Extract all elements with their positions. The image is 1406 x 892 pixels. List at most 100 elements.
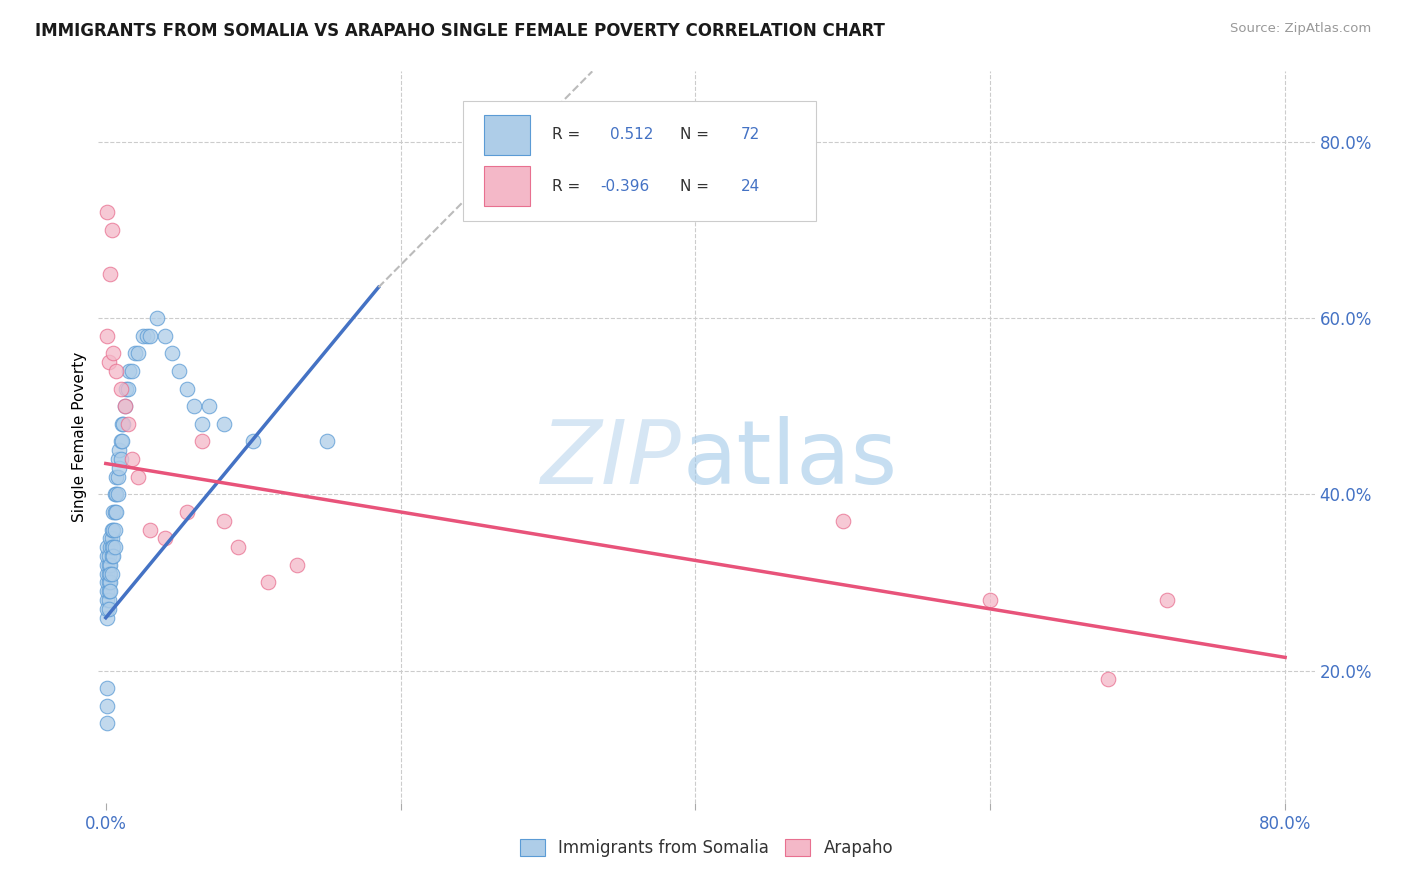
Point bbox=[979, 593, 1001, 607]
Point bbox=[98, 575, 121, 590]
Point bbox=[96, 716, 118, 731]
Point bbox=[97, 549, 120, 563]
Point bbox=[96, 681, 118, 696]
Point bbox=[153, 532, 176, 546]
Point bbox=[98, 566, 121, 581]
Point bbox=[212, 514, 235, 528]
Point bbox=[105, 487, 128, 501]
Point bbox=[101, 549, 124, 563]
Point bbox=[96, 540, 118, 554]
Point bbox=[96, 611, 118, 625]
Point bbox=[117, 417, 139, 431]
Point bbox=[96, 584, 118, 599]
Point bbox=[107, 469, 129, 483]
Point bbox=[96, 593, 118, 607]
Point bbox=[212, 417, 235, 431]
Point bbox=[104, 505, 127, 519]
Point bbox=[105, 505, 128, 519]
Text: 72: 72 bbox=[741, 128, 759, 143]
Text: Source: ZipAtlas.com: Source: ZipAtlas.com bbox=[1230, 22, 1371, 36]
Legend: Immigrants from Somalia, Arapaho: Immigrants from Somalia, Arapaho bbox=[513, 832, 900, 864]
Point bbox=[97, 558, 120, 572]
Bar bbox=[484, 115, 530, 155]
Point bbox=[105, 364, 128, 378]
Point bbox=[101, 346, 124, 360]
Text: 24: 24 bbox=[741, 178, 759, 194]
Point bbox=[105, 469, 128, 483]
Point bbox=[121, 364, 143, 378]
Point bbox=[139, 523, 162, 537]
Point bbox=[257, 575, 280, 590]
Text: R =: R = bbox=[553, 178, 585, 194]
Point bbox=[101, 540, 124, 554]
Point bbox=[96, 205, 118, 219]
Point bbox=[104, 523, 127, 537]
Point bbox=[96, 575, 118, 590]
Point bbox=[98, 540, 121, 554]
Point bbox=[110, 452, 132, 467]
Point bbox=[97, 566, 120, 581]
Point bbox=[190, 434, 212, 449]
Text: N =: N = bbox=[679, 128, 714, 143]
Point bbox=[183, 399, 205, 413]
Point bbox=[1156, 593, 1178, 607]
Point bbox=[104, 540, 127, 554]
Y-axis label: Single Female Poverty: Single Female Poverty bbox=[72, 352, 87, 522]
Point bbox=[96, 698, 118, 713]
Point bbox=[117, 382, 139, 396]
Point bbox=[101, 505, 124, 519]
Point bbox=[190, 417, 212, 431]
Point bbox=[131, 328, 153, 343]
Point bbox=[100, 523, 122, 537]
Point bbox=[98, 267, 121, 281]
Point bbox=[107, 452, 129, 467]
Point bbox=[316, 434, 339, 449]
Point bbox=[97, 355, 120, 369]
Text: R =: R = bbox=[553, 128, 585, 143]
Point bbox=[228, 540, 250, 554]
Point bbox=[97, 593, 120, 607]
Point bbox=[136, 328, 159, 343]
Point bbox=[111, 434, 134, 449]
Point bbox=[127, 469, 149, 483]
Text: IMMIGRANTS FROM SOMALIA VS ARAPAHO SINGLE FEMALE POVERTY CORRELATION CHART: IMMIGRANTS FROM SOMALIA VS ARAPAHO SINGL… bbox=[35, 22, 884, 40]
Point bbox=[96, 549, 118, 563]
Point bbox=[97, 584, 120, 599]
Point bbox=[114, 399, 136, 413]
Point bbox=[98, 558, 121, 572]
Point bbox=[110, 382, 132, 396]
Point bbox=[176, 505, 198, 519]
Point bbox=[287, 558, 309, 572]
Point bbox=[242, 434, 264, 449]
Point bbox=[107, 487, 129, 501]
Point bbox=[115, 382, 138, 396]
Point bbox=[98, 532, 121, 546]
Point bbox=[97, 575, 120, 590]
Point bbox=[112, 417, 135, 431]
Point bbox=[124, 346, 146, 360]
Bar bbox=[484, 166, 530, 206]
Text: -0.396: -0.396 bbox=[600, 178, 650, 194]
Point bbox=[1097, 673, 1119, 687]
Text: N =: N = bbox=[679, 178, 714, 194]
Text: 0.512: 0.512 bbox=[610, 128, 654, 143]
Point bbox=[108, 461, 131, 475]
Point bbox=[96, 328, 118, 343]
Point bbox=[831, 514, 853, 528]
Point bbox=[153, 328, 176, 343]
Point bbox=[198, 399, 221, 413]
Point bbox=[121, 452, 143, 467]
Text: ZIP: ZIP bbox=[541, 416, 682, 502]
Point bbox=[100, 566, 122, 581]
Point bbox=[97, 602, 120, 616]
Point bbox=[96, 566, 118, 581]
Point bbox=[110, 434, 132, 449]
Point bbox=[100, 540, 122, 554]
Point bbox=[98, 584, 121, 599]
FancyBboxPatch shape bbox=[464, 101, 815, 221]
Point bbox=[96, 558, 118, 572]
Point bbox=[100, 532, 122, 546]
Point bbox=[146, 311, 169, 326]
Point bbox=[104, 487, 127, 501]
Point bbox=[127, 346, 149, 360]
